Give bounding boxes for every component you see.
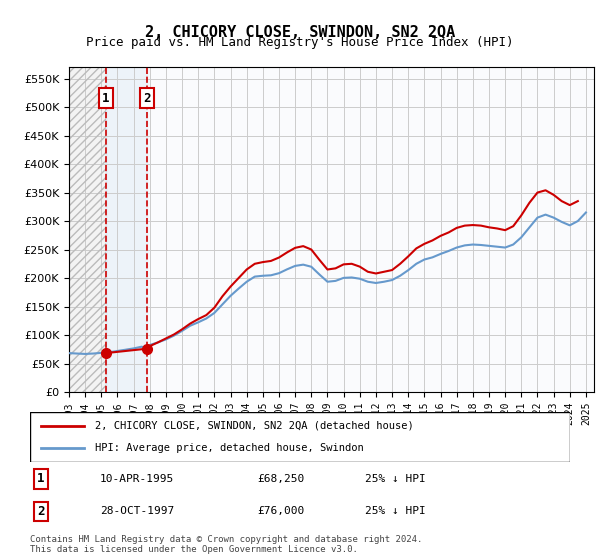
Text: 2, CHICORY CLOSE, SWINDON, SN2 2QA (detached house): 2, CHICORY CLOSE, SWINDON, SN2 2QA (deta… (95, 421, 413, 431)
Text: Price paid vs. HM Land Registry's House Price Index (HPI): Price paid vs. HM Land Registry's House … (86, 36, 514, 49)
Text: £76,000: £76,000 (257, 506, 304, 516)
Text: 2: 2 (37, 505, 44, 517)
Text: 25% ↓ HPI: 25% ↓ HPI (365, 506, 425, 516)
Text: 1: 1 (37, 473, 44, 486)
FancyBboxPatch shape (30, 412, 570, 462)
Text: £68,250: £68,250 (257, 474, 304, 484)
Bar (147, 67, 594, 392)
Text: 28-OCT-1997: 28-OCT-1997 (100, 506, 175, 516)
Text: 1: 1 (102, 91, 109, 105)
Bar (106, 67, 147, 392)
Bar (69, 67, 106, 392)
Text: 10-APR-1995: 10-APR-1995 (100, 474, 175, 484)
Text: 2, CHICORY CLOSE, SWINDON, SN2 2QA: 2, CHICORY CLOSE, SWINDON, SN2 2QA (145, 25, 455, 40)
Text: 2: 2 (143, 91, 151, 105)
Text: 25% ↓ HPI: 25% ↓ HPI (365, 474, 425, 484)
Text: Contains HM Land Registry data © Crown copyright and database right 2024.
This d: Contains HM Land Registry data © Crown c… (30, 535, 422, 554)
Bar (69, 67, 106, 392)
Text: HPI: Average price, detached house, Swindon: HPI: Average price, detached house, Swin… (95, 443, 364, 453)
